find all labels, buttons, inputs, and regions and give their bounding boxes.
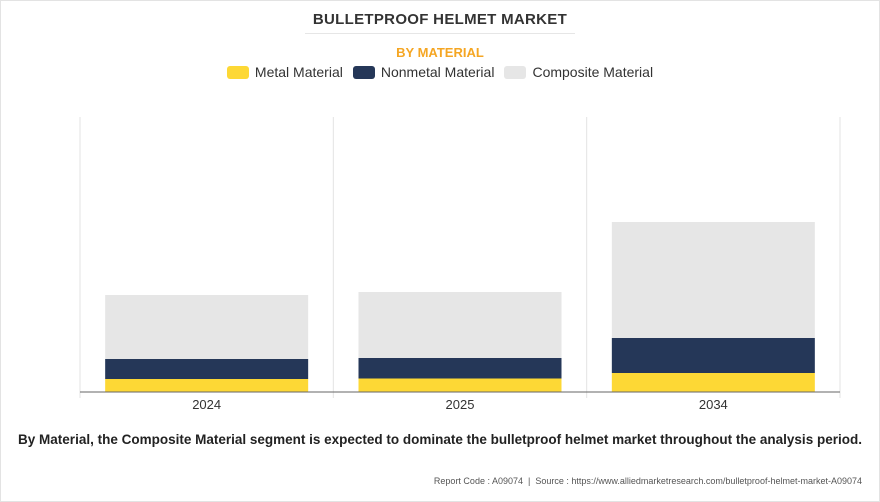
chart-caption: By Material, the Composite Material segm… [18,432,862,447]
legend-swatch-nonmetal [352,65,375,79]
bar-segment-2024-composite-material[interactable] [105,295,309,359]
footer: Report Code : A09074 | Source : https://ww… [434,476,862,486]
report-code: Report Code : A09074 [433,476,523,486]
legend-label-nonmetal: Nonmetal Material [380,64,495,80]
legend-swatch-composite [504,65,527,79]
bar-segment-2024-metal-material[interactable] [105,379,309,392]
legend-label-composite: Composite Material [532,64,654,80]
legend-item-nonmetal[interactable]: Nonmetal Material [352,64,495,80]
x-tick-label: 2025 [446,397,475,412]
chart-title: BULLETPROOF HELMET MARKET [312,11,568,28]
x-tick-label: 2024 [192,397,221,412]
bar-segment-2025-nonmetal-material[interactable] [358,358,562,379]
bar-segment-2034-nonmetal-material[interactable] [611,338,815,373]
bar-segment-2025-composite-material[interactable] [358,292,562,358]
legend-label-metal: Metal Material [254,64,343,80]
bar-segment-2034-metal-material[interactable] [611,373,815,392]
chart-subtitle: BY MATERIAL [396,45,484,60]
legend-item-metal[interactable]: Metal Material [226,64,343,80]
legend: Metal Material Nonmetal Material Composi… [0,64,880,80]
footer-separator: | [528,476,531,486]
bar-segment-2025-metal-material[interactable] [358,378,562,393]
x-tick-label: 2034 [699,397,728,412]
title-divider [305,33,575,34]
source-link[interactable]: Source : https://www.alliedmarketresearc… [535,476,862,486]
bar-segment-2024-nonmetal-material[interactable] [105,359,309,379]
legend-item-composite[interactable]: Composite Material [504,64,653,80]
bar-segment-2034-composite-material[interactable] [611,222,815,338]
legend-swatch-metal [226,65,249,79]
